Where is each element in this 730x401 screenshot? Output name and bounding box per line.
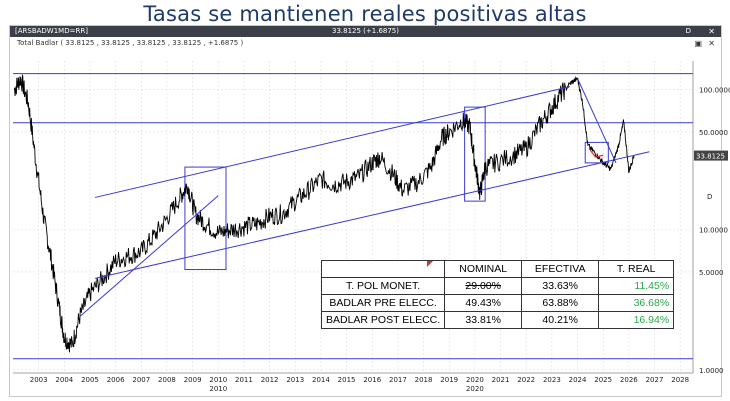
x-tick-label: 2007 [132, 376, 150, 384]
cell-nominal: 29.00% [444, 277, 523, 295]
y-tick-label: 100.0000 [699, 87, 730, 95]
red-marker [588, 148, 596, 158]
price-tag-label: 33.8125 [696, 153, 725, 161]
table-header-row: NOMINAL EFECTIVA T. REAL [320, 260, 675, 278]
window-title-bar: [ARSBADW1MD=RR] 33.8125 (+1.6875) D ✕ [10, 26, 721, 37]
close-chart-icon[interactable]: ✕ [708, 39, 715, 48]
y-tick-label: 10.0000 [699, 227, 728, 235]
x-tick-label: 2021 [492, 376, 510, 384]
nominal-value: 29.00% [465, 280, 501, 292]
x-tick-label: 2013 [286, 376, 304, 384]
cell-efectiva: 40.21% [521, 311, 600, 329]
x-tick-label: 2017 [389, 376, 407, 384]
x-tick-label: 2010 [209, 376, 227, 384]
x-tick-label: 2020 [466, 376, 484, 384]
row-label: BADLAR PRE ELECC. [320, 294, 446, 312]
x-tick-label: 2006 [107, 376, 125, 384]
y-tick-label: 5.0000 [699, 269, 724, 277]
price-tag-box [694, 150, 728, 161]
x-tick-label: 2023 [543, 376, 561, 384]
red-marker [595, 154, 604, 158]
x-tick-label: 2022 [517, 376, 535, 384]
cell-efectiva: 63.88% [521, 294, 600, 312]
cell-real: 11.45% [598, 277, 675, 295]
trend-line [95, 151, 650, 279]
x-tick-label: 2011 [235, 376, 253, 384]
cell-efectiva: 33.63% [521, 277, 600, 295]
rates-table: NOMINAL EFECTIVA T. REAL T. POL MONET. 2… [320, 260, 675, 329]
header-nominal: NOMINAL [444, 260, 523, 278]
highlight-box [184, 166, 227, 271]
x-tick-label: 2008 [158, 376, 176, 384]
slide-title: Tasas se mantienen reales positivas alta… [143, 2, 587, 26]
x-tick-label: 2005 [81, 376, 99, 384]
ticker-label: [ARSBADW1MD=RR] [15, 27, 88, 35]
row-label: T. POL MONET. [320, 277, 446, 295]
last-change-label: 33.8125 (+1.6875) [332, 27, 399, 35]
axis-letter-label: D [707, 193, 712, 201]
x-tick-label: 2003 [30, 376, 48, 384]
x-major-tick-label: 2010 [209, 385, 227, 393]
highlight-box [584, 141, 609, 164]
x-tick-label: 2026 [620, 376, 638, 384]
x-tick-label: 2028 [671, 376, 689, 384]
header-real: T. REAL [598, 260, 675, 278]
header-efectiva: EFECTIVA [521, 260, 600, 278]
highlight-box [464, 106, 486, 202]
cell-nominal: 49.43% [444, 294, 523, 312]
x-tick-label: 2016 [363, 376, 381, 384]
window-controls: ▣ ✕ [691, 39, 716, 48]
maximize-icon[interactable]: ▣ [694, 39, 703, 48]
x-tick-label: 2027 [646, 376, 664, 384]
y-tick-label: 1.0000 [699, 367, 724, 375]
x-tick-label: 2024 [569, 376, 587, 384]
x-tick-label: 2009 [184, 376, 202, 384]
y-tick-label: 50.0000 [699, 129, 728, 137]
x-tick-label: 2019 [440, 376, 458, 384]
x-tick-label: 2018 [415, 376, 433, 384]
series-legend: Total Badlar ( 33.8125 , 33.8125 , 33.81… [17, 39, 244, 47]
row-label: BADLAR POST ELECC. [320, 311, 446, 329]
price-series-line [13, 73, 635, 353]
table-row: T. POL MONET. 29.00% 33.63% 11.45% [320, 277, 675, 295]
x-major-tick-label: 2020 [466, 385, 484, 393]
x-tick-label: 2015 [338, 376, 356, 384]
cell-real: 16.94% [598, 311, 675, 329]
table-row: BADLAR POST ELECC. 33.81% 40.21% 16.94% [320, 311, 675, 329]
table-row: BADLAR PRE ELECC. 49.43% 63.88% 36.68% [320, 294, 675, 312]
cell-nominal: 33.81% [444, 311, 523, 329]
cell-real: 36.68% [598, 294, 675, 312]
x-tick-label: 2025 [594, 376, 612, 384]
x-tick-label: 2012 [261, 376, 279, 384]
x-tick-label: 2004 [55, 376, 73, 384]
window-d-label: D [685, 27, 691, 35]
red-corner-icon [427, 261, 433, 267]
trend-line [577, 78, 617, 164]
x-tick-label: 2014 [312, 376, 330, 384]
trend-line [79, 195, 219, 317]
trend-line [94, 86, 570, 198]
close-icon[interactable]: ✕ [708, 27, 715, 36]
